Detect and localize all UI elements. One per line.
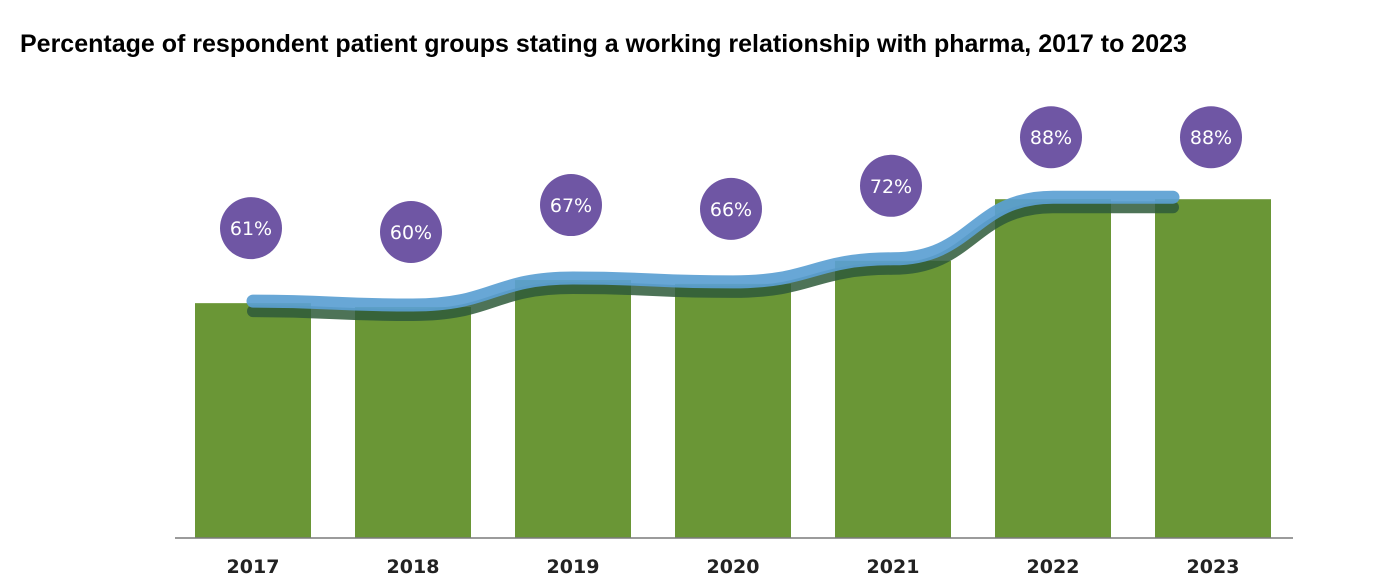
badge-circle — [380, 201, 442, 263]
badge-circle — [220, 197, 282, 260]
bar-2021 — [835, 260, 951, 538]
x-tick-labels: 2017 2018 2019 2020 2021 2022 2023 — [227, 556, 1240, 578]
data-label: 67% — [550, 195, 592, 217]
value-badge-2023: 88% — [1180, 106, 1242, 169]
data-label: 88% — [1190, 127, 1232, 149]
value-badges: 61% 60% 67% 66% 72% 88% 88% — [220, 106, 1242, 263]
bar-2023 — [1155, 199, 1271, 538]
value-badge-2022: 88% — [1020, 106, 1082, 169]
x-tick-2019: 2019 — [547, 556, 600, 578]
value-badge-2017: 61% — [220, 197, 282, 260]
value-badge-2019: 67% — [540, 174, 602, 237]
data-label: 60% — [390, 222, 432, 244]
bar-2018 — [355, 307, 471, 538]
bars-group — [195, 199, 1271, 538]
x-tick-2017: 2017 — [227, 556, 280, 578]
x-tick-2022: 2022 — [1027, 556, 1080, 578]
bar-2017 — [195, 303, 311, 538]
trend-line — [246, 190, 1180, 312]
badge-circle — [1020, 106, 1082, 169]
badge-circle — [1180, 106, 1242, 169]
data-label: 61% — [230, 218, 272, 240]
chart-title: Percentage of respondent patient groups … — [20, 30, 1187, 58]
data-label: 66% — [710, 199, 752, 221]
x-tick-2018: 2018 — [387, 556, 440, 578]
trend-line-shadow — [247, 201, 1179, 322]
trend-line-group — [246, 190, 1180, 322]
data-label: 88% — [1030, 127, 1072, 149]
bar-2020 — [675, 283, 791, 538]
badge-circle — [700, 177, 762, 240]
value-badge-2021: 72% — [860, 154, 922, 217]
bar-2022 — [995, 199, 1111, 538]
x-tick-2020: 2020 — [707, 556, 760, 578]
value-badge-2018: 60% — [380, 201, 442, 263]
value-badge-2020: 66% — [700, 177, 762, 240]
badge-circle — [860, 154, 922, 217]
bar-2019 — [515, 280, 631, 538]
badge-circle — [540, 174, 602, 237]
x-tick-2021: 2021 — [867, 556, 920, 578]
data-label: 72% — [870, 176, 912, 198]
x-tick-2023: 2023 — [1187, 556, 1240, 578]
